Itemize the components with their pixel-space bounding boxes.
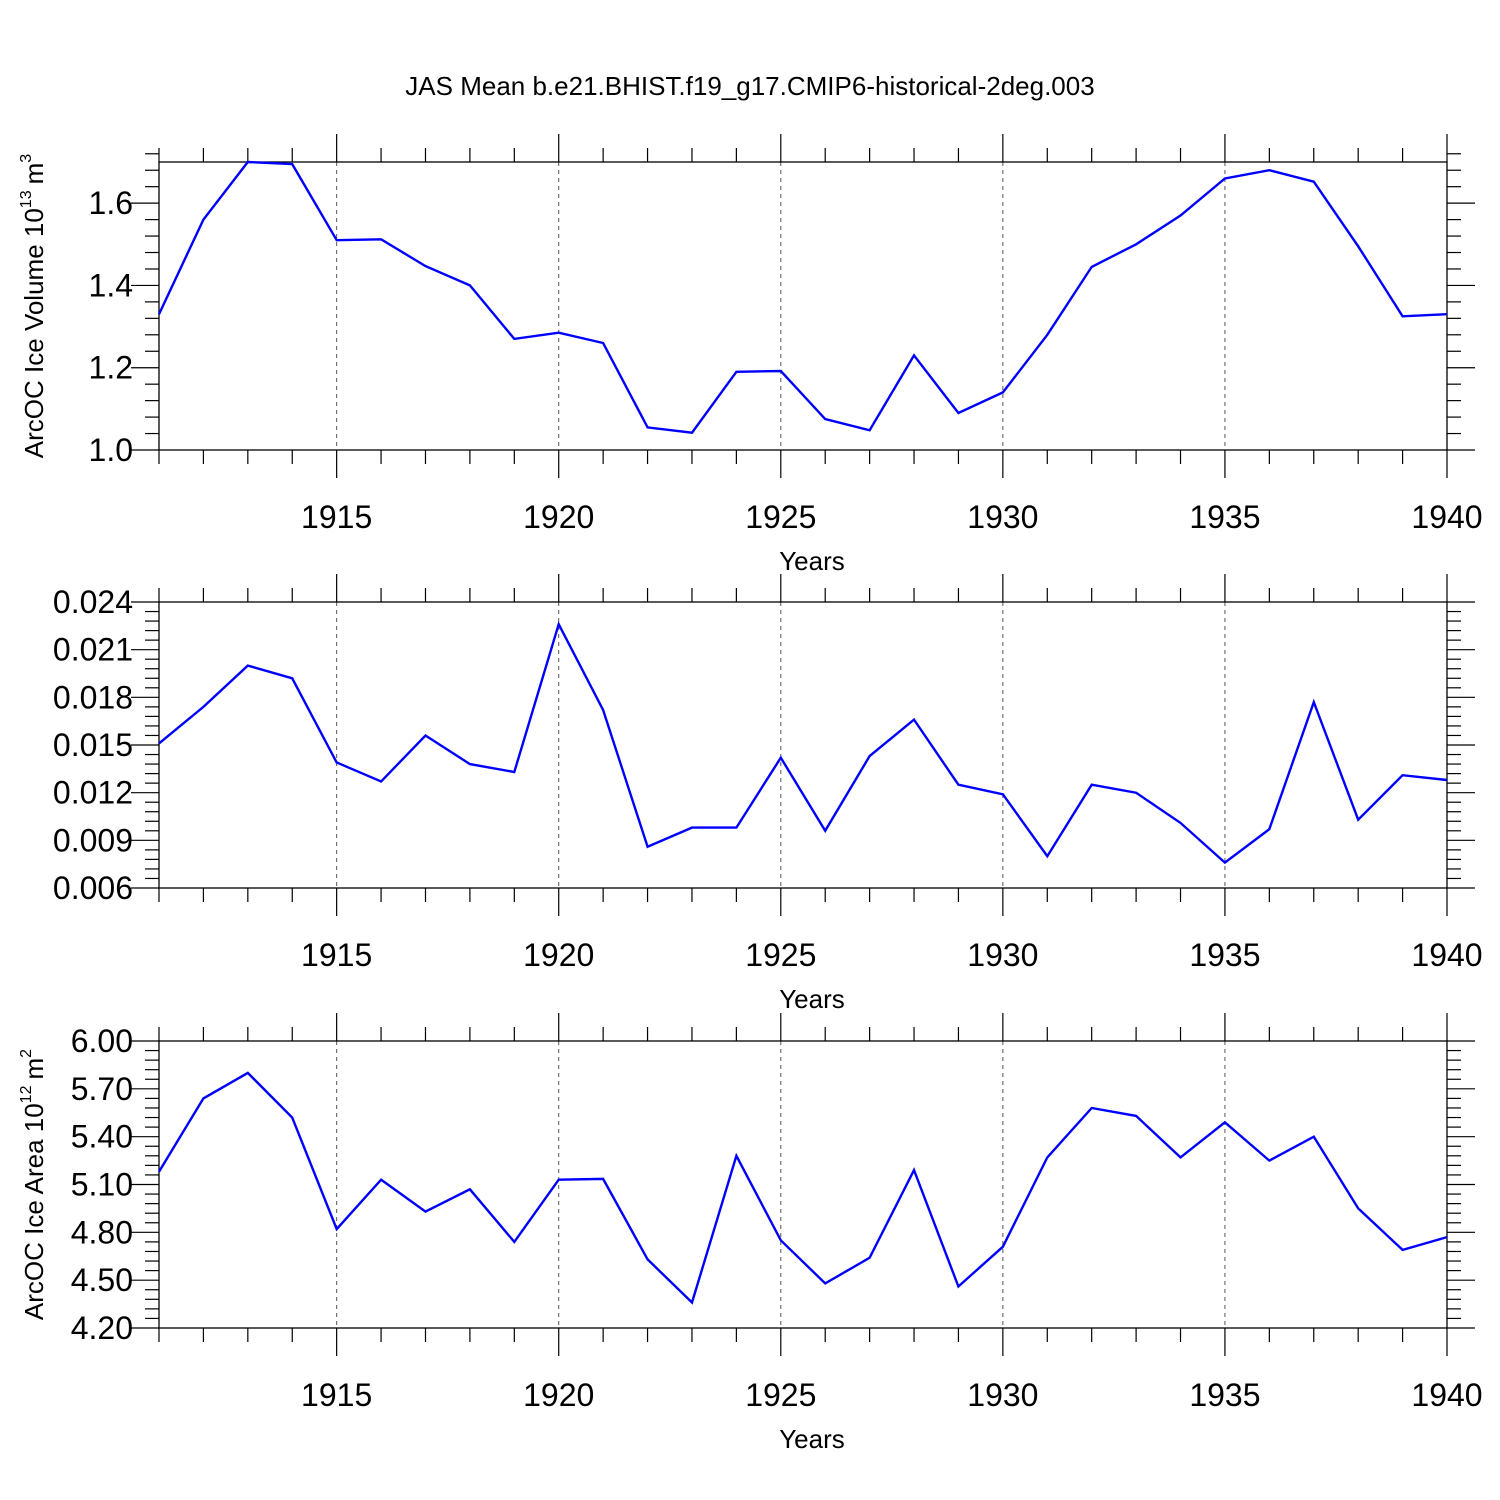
y-tick-label: 5.40 bbox=[71, 1119, 133, 1155]
panel-2: 1915 1920 1925 1930 1935 1940 Years 0.006 0.009 0… bbox=[53, 574, 1483, 1014]
x-tick-label: 1940 bbox=[1411, 499, 1482, 535]
x-axis-label: Years bbox=[779, 984, 845, 1014]
y-tick-label: 0.009 bbox=[53, 822, 133, 858]
y-axis-label: ArcOC Ice Area 1012 m2 bbox=[18, 1049, 49, 1320]
y-axis-label: ArcOC Ice Volume 1013 m3 bbox=[18, 154, 49, 458]
y-tick-label: 0.012 bbox=[53, 775, 133, 811]
plot-frame bbox=[158, 1040, 1448, 1329]
x-axis-label: Years bbox=[779, 546, 845, 576]
x-tick-label: 1925 bbox=[745, 937, 816, 973]
y-axis-label-exponent: 13 bbox=[18, 190, 35, 208]
x-tick-label: 1935 bbox=[1189, 1377, 1260, 1413]
y-axis-label-text: ArcOC Ice Volume 10 bbox=[19, 208, 49, 458]
y-tick-label: 4.50 bbox=[71, 1262, 133, 1298]
plot-frame bbox=[158, 161, 1448, 451]
panel-3: 1915 1920 1925 1930 1935 1940 Years 4.20 4.50 4.8… bbox=[18, 1013, 1483, 1454]
y-tick-label: 5.10 bbox=[71, 1167, 133, 1203]
x-tick-label: 1925 bbox=[745, 499, 816, 535]
x-tick-label: 1920 bbox=[523, 937, 594, 973]
x-tick-label: 1925 bbox=[745, 1377, 816, 1413]
y-tick-label: 1.6 bbox=[89, 185, 133, 221]
y-axis-label-unit-exponent: 3 bbox=[18, 154, 35, 163]
x-tick-label: 1940 bbox=[1411, 937, 1482, 973]
x-tick-label: 1920 bbox=[523, 499, 594, 535]
series-line bbox=[157, 160, 1448, 434]
plot-frame bbox=[158, 601, 1448, 889]
y-tick-label: 5.70 bbox=[71, 1071, 133, 1107]
x-tick-label: 1930 bbox=[967, 499, 1038, 535]
y-tick-label: 1.4 bbox=[89, 267, 133, 303]
y-tick-label: 0.006 bbox=[53, 870, 133, 906]
y-tick-label: 4.80 bbox=[71, 1214, 133, 1250]
y-tick-label: 0.021 bbox=[53, 632, 133, 668]
y-tick-label: 0.015 bbox=[53, 727, 133, 763]
panel-1: 1915 1920 1925 1930 1935 1940 Years 1.0 1.2 1.4 1.… bbox=[18, 134, 1483, 576]
x-tick-label: 1920 bbox=[523, 1377, 594, 1413]
y-tick-label: 1.2 bbox=[89, 350, 133, 386]
x-tick-label: 1935 bbox=[1189, 499, 1260, 535]
x-tick-label: 1940 bbox=[1411, 1377, 1482, 1413]
y-axis-label-exponent: 12 bbox=[18, 1085, 35, 1103]
x-tick-label: 1930 bbox=[967, 1377, 1038, 1413]
y-tick-label: 6.00 bbox=[71, 1023, 133, 1059]
y-tick-label: 0.018 bbox=[53, 679, 133, 715]
y-tick-label: 1.0 bbox=[89, 432, 133, 468]
x-tick-label: 1930 bbox=[967, 937, 1038, 973]
y-axis-label-unit: m bbox=[19, 1058, 49, 1080]
y-axis-label-unit-exponent: 2 bbox=[18, 1049, 35, 1058]
y-tick-label: 0.024 bbox=[53, 584, 133, 620]
x-tick-label: 1935 bbox=[1189, 937, 1260, 973]
x-tick-label: 1915 bbox=[301, 499, 372, 535]
x-tick-label: 1915 bbox=[301, 1377, 372, 1413]
series-line bbox=[158, 621, 1448, 865]
y-axis-label-text: ArcOC Ice Area 10 bbox=[19, 1103, 49, 1320]
series-line bbox=[157, 1071, 1448, 1305]
chart-title: JAS Mean b.e21.BHIST.f19_g17.CMIP6-histo… bbox=[405, 71, 1094, 101]
x-tick-label: 1915 bbox=[301, 937, 372, 973]
y-axis-label-unit: m bbox=[19, 163, 49, 185]
y-tick-label: 4.20 bbox=[71, 1310, 133, 1346]
x-axis-label: Years bbox=[779, 1424, 845, 1454]
